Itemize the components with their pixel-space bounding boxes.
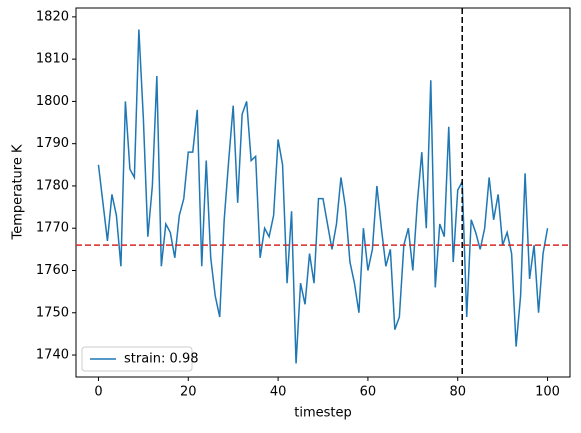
y-tick-label: 1740 [36,348,69,363]
x-tick-label: 40 [270,385,287,400]
legend-label: strain: 0.98 [124,352,199,367]
x-tick-label: 0 [94,385,102,400]
y-axis-label: Temperature K [11,144,26,240]
x-tick-label: 60 [360,385,377,400]
legend-box [81,346,193,372]
x-tick-label: 80 [449,385,466,400]
y-tick-label: 1780 [36,178,69,193]
y-tick-label: 1750 [36,305,69,320]
y-tick-label: 1790 [36,136,69,151]
data-line [97,29,549,364]
y-tick-label: 1800 [36,94,69,109]
y-tick-label: 1810 [36,52,69,67]
x-tick-label: 20 [180,385,197,400]
x-tick-label: 100 [535,385,560,400]
y-tick-label: 1770 [36,221,69,236]
plot-frame [75,7,571,378]
x-axis-label: timestep [294,406,352,421]
y-tick-label: 1760 [36,263,69,278]
y-tick-label: 1820 [36,9,69,24]
